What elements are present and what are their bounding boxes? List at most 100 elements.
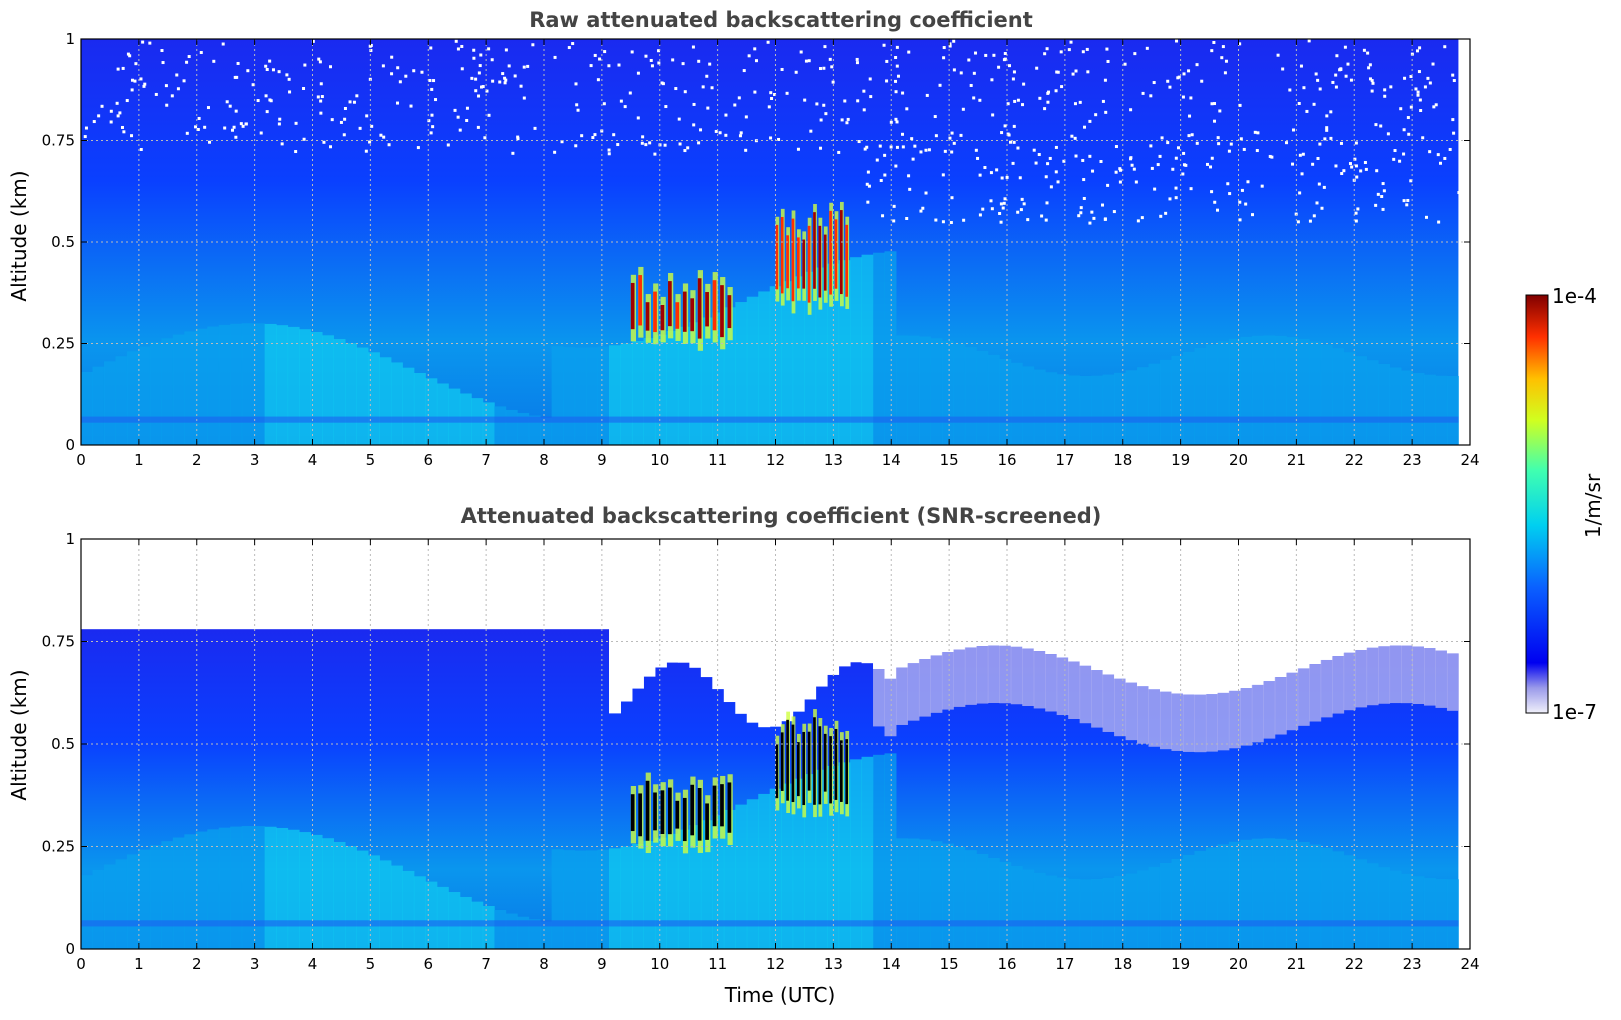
panel-raw-noise-cell [1354,211,1358,215]
panel-screened-layer-cell [1240,839,1253,949]
panel-raw-noise-cell [815,102,819,106]
panel-raw-noise-cell [1334,164,1338,168]
panel-raw-noise-cell [1164,211,1168,215]
panel-raw-noise-cell [1091,169,1095,173]
panel-raw-noise-cell [208,140,212,144]
panel-screened-x-tick-label: 24 [1460,955,1479,973]
panel-raw-noise-cell [737,96,741,100]
panel-screened-screened-cell [528,539,541,600]
panel-screened-screened-cell [1033,539,1046,652]
panel-raw-noise-cell [1187,134,1191,138]
panel-raw-noise-cell [1218,109,1222,113]
panel-screened-screened-cell [815,539,828,687]
panel-raw-layer-cell [92,366,105,445]
panel-screened-x-tick-label: 11 [708,955,727,973]
panel-raw-noise-cell [1006,102,1010,106]
panel-raw-layer-cell [1355,356,1368,445]
panel-raw-noise-cell [691,45,695,49]
panel-raw-noise-cell [1431,62,1435,66]
panel-raw-noise-cell [116,114,120,118]
panel-screened-screened-cell [999,539,1012,646]
panel-screened-lowsignal-cell [1412,646,1425,704]
panel-raw-layer-cell [264,323,277,445]
panel-raw-noise-cell [1213,200,1217,204]
panel-raw-noise-cell [972,96,976,100]
panel-raw-noise-cell [1418,98,1422,102]
panel-raw-layer-cell [1366,360,1379,445]
panel-screened-layer-cell [976,853,989,949]
panel-raw-noise-cell [319,111,323,115]
panel-raw-noise-cell [1451,118,1455,122]
panel-raw-noise-cell [1085,47,1089,51]
panel-raw-y-tick-label: 0.5 [51,233,75,251]
panel-screened-screened-cell [126,539,139,599]
panel-raw-noise-cell [894,164,898,168]
panel-screened-lowsignal-cell [1137,686,1150,744]
panel-raw-layer-cell [276,325,289,445]
panel-raw-noise-cell [1285,141,1289,145]
panel-raw-noise-cell [927,148,931,152]
panel-raw-noise-cell [1156,163,1160,167]
panel-screened-screened-cell [643,539,656,677]
panel-raw-noise-cell [822,103,826,107]
panel-raw-noise-cell [1318,87,1322,91]
panel-raw-layer-cell [1045,372,1058,445]
panel-raw-x-tick-label: 5 [366,451,376,469]
panel-raw-noise-cell [476,125,480,129]
panel-screened-layer-cell [999,862,1012,949]
panel-screened-feature-core [645,780,650,841]
panel-screened-layer-cell [1343,855,1356,949]
panel-raw-y-tick-label: 0.25 [42,335,75,353]
panel-raw-noise-cell [845,121,849,125]
panel-screened-feature-core [780,732,784,791]
panel-raw-noise-cell [1145,46,1149,50]
panel-raw-noise-cell [1416,93,1420,97]
panel-raw-feature-core [775,224,779,290]
panel-screened-title: Attenuated backscattering coefficient (S… [461,504,1102,528]
panel-raw-noise-cell [1403,76,1407,80]
panel-raw-noise-cell [1302,86,1306,90]
panel-screened-layer-cell [1263,838,1276,949]
panel-screened-lowsignal-cell [918,659,931,717]
panel-raw-y-axis-label: Altitude (km) [7,170,31,301]
panel-raw-noise-cell [1382,189,1386,193]
panel-raw-noise-cell [974,51,978,55]
panel-raw-noise-cell [1238,200,1242,204]
panel-raw-noise-cell [1166,79,1170,83]
panel-raw-noise-cell [925,93,929,97]
panel-raw-noise-cell [855,57,859,61]
panel-raw-noise-cell [1424,215,1428,219]
panel-screened-x-tick-label: 9 [597,955,607,973]
panel-raw-noise-cell [999,220,1003,224]
panel-raw-noise-cell [501,72,505,76]
panel-raw-layer-cell [976,350,989,445]
panel-raw-noise-cell [1398,159,1402,163]
panel-raw-noise-cell [997,65,1001,69]
panel-raw-noise-cell [503,76,507,80]
panel-screened-layer-cell [597,849,610,949]
panel-screened-screened-cell [666,539,679,663]
panel-raw-noise-cell [894,79,898,83]
panel-raw-noise-cell [319,99,323,103]
panel-raw-noise-cell [724,133,728,137]
panel-raw-noise-cell [1216,208,1220,212]
panel-raw-noise-cell [831,80,835,84]
panel-screened-feature-core [807,731,811,791]
panel-raw-noise-cell [381,64,385,68]
panel-screened-screened-cell [402,539,415,576]
panel-screened-screened-cell [700,539,713,678]
panel-raw-noise-cell [770,96,774,100]
panel-raw-noise-cell [1305,109,1309,113]
panel-raw-layer-cell [1125,370,1138,445]
panel-screened-screened-cell [654,539,667,668]
panel-screened-x-tick-label: 2 [192,955,202,973]
panel-raw-noise-cell [1291,162,1295,166]
panel-raw-layer-cell [322,335,335,445]
panel-raw-noise-cell [1086,70,1090,74]
panel-raw-noise-cell [339,120,343,124]
panel-raw-noise-cell [1081,50,1085,54]
panel-raw-noise-cell [1354,164,1358,168]
panel-raw-noise-cell [432,79,436,83]
panel-raw-noise-cell [981,207,985,211]
panel-raw-noise-cell [995,168,999,172]
